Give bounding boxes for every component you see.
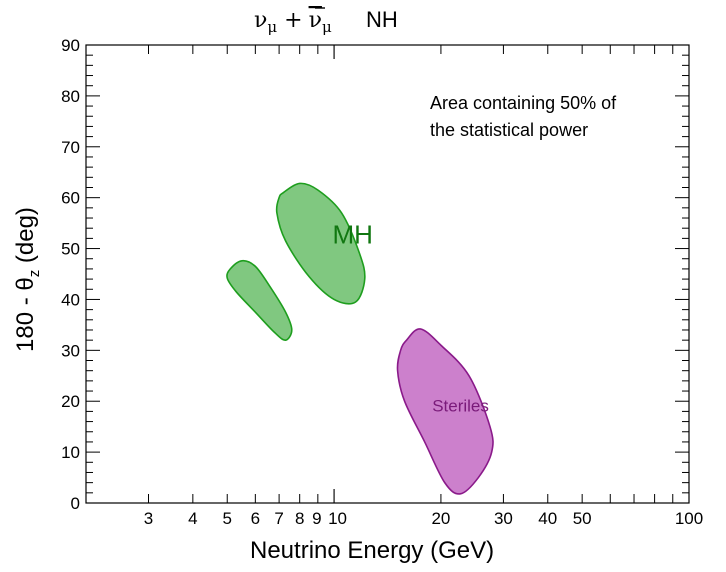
title-hierarchy: NH xyxy=(366,7,398,32)
x-tick-label: 3 xyxy=(144,509,153,528)
title-particle-subscript: μ xyxy=(267,18,277,36)
y-tick-label: 50 xyxy=(61,240,80,259)
region-label-steriles: Steriles xyxy=(432,396,489,415)
x-tick-label: 4 xyxy=(188,509,197,528)
y-tick-label: 0 xyxy=(71,494,80,513)
y-tick-labels: 0 10 20 30 40 50 60 70 80 90 xyxy=(61,36,80,513)
y-tick-label: 20 xyxy=(61,392,80,411)
region-mh xyxy=(275,182,366,305)
x-tick-label: 9 xyxy=(312,509,321,528)
annotation-line-1: Area containing 50% of xyxy=(430,93,617,113)
x-tick-label: 100 xyxy=(675,509,703,528)
x-tick-label: 20 xyxy=(431,509,450,528)
y-tick-label: 40 xyxy=(61,290,80,309)
annotation-line-2: the statistical power xyxy=(430,120,588,140)
x-tick-label: 30 xyxy=(494,509,513,528)
y-tick-label: 60 xyxy=(61,189,80,208)
x-tick-label: 8 xyxy=(295,509,304,528)
plot-frame xyxy=(85,44,690,504)
chart-title: νμ + νμ xyxy=(254,8,332,36)
y-tick-label: 80 xyxy=(61,87,80,106)
y-axis-title-suffix: (deg) xyxy=(12,207,39,270)
y-axis-title-prefix: 180 - θ xyxy=(12,277,39,352)
title-anti-particle-subscript: μ xyxy=(322,18,332,36)
region-labels: MH Steriles xyxy=(333,219,489,415)
axis-ticks xyxy=(85,44,690,504)
title-particle: ν xyxy=(254,8,267,33)
region-steriles xyxy=(396,328,494,495)
x-tick-labels: 3 4 5 6 7 8 9 10 20 30 40 50 100 xyxy=(144,509,703,528)
y-tick-label: 90 xyxy=(61,36,80,55)
x-tick-label: 7 xyxy=(274,509,283,528)
region-mh-low xyxy=(226,259,293,341)
y-tick-label: 10 xyxy=(61,443,80,462)
y-tick-label: 70 xyxy=(61,138,80,157)
x-tick-label: 5 xyxy=(223,509,232,528)
y-axis-title: 180 - θz (deg) xyxy=(12,207,43,352)
x-axis-title: Neutrino Energy (GeV) xyxy=(250,537,494,564)
x-tick-label: 40 xyxy=(538,509,557,528)
x-tick-label: 6 xyxy=(251,509,260,528)
region-label-mh: MH xyxy=(333,219,373,249)
y-axis-title-subscript: z xyxy=(26,270,43,278)
x-tick-label: 10 xyxy=(328,509,347,528)
x-tick-label: 50 xyxy=(573,509,592,528)
title-plus: + xyxy=(284,8,302,33)
title-anti-particle: ν xyxy=(309,8,322,33)
y-tick-label: 30 xyxy=(61,341,80,360)
regions-layer xyxy=(226,182,494,495)
